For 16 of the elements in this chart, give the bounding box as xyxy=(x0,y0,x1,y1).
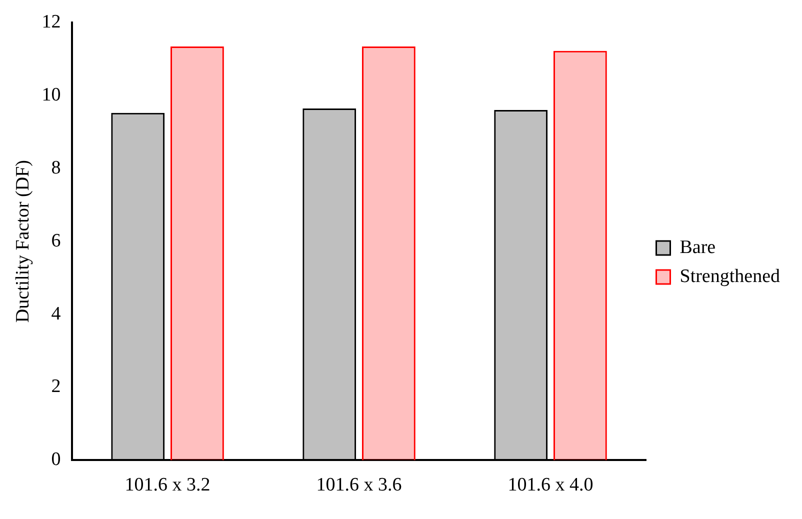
bar xyxy=(553,50,607,460)
y-tick-label: 4 xyxy=(51,303,62,324)
x-tick-label: 101.6 x 3.6 xyxy=(316,474,402,496)
legend-label: Strengthened xyxy=(680,266,780,287)
y-tick-label: 6 xyxy=(51,230,61,252)
y-tick-label: 12 xyxy=(42,11,61,32)
y-tick-label: 2 xyxy=(51,376,61,398)
y-tick-label: 0 xyxy=(51,449,61,470)
legend-label: Bare xyxy=(680,236,716,258)
y-tick-label: 10 xyxy=(42,84,61,106)
y-axis-title: Ductility Factor (DF) xyxy=(12,160,34,323)
x-tick-label: 101.6 x 4.0 xyxy=(508,474,594,496)
bar xyxy=(362,46,416,460)
y-tick-label: 8 xyxy=(51,157,61,178)
bar xyxy=(170,46,224,460)
x-tick-label: 101.6 x 3.2 xyxy=(124,474,210,496)
